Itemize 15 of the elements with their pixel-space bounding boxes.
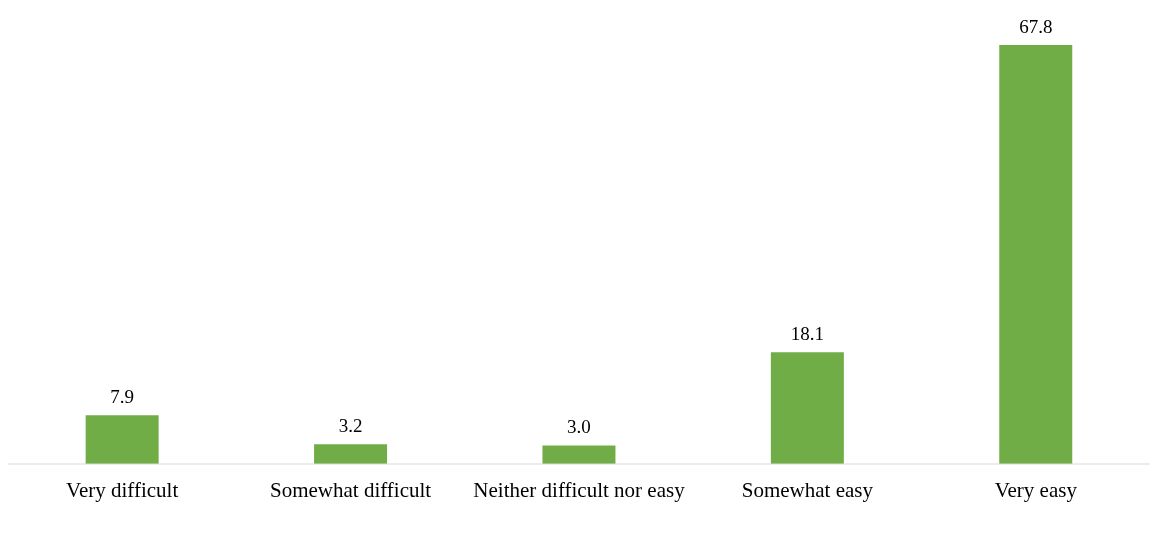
- bar: [542, 445, 616, 464]
- x-tick-label: Very difficult: [66, 477, 179, 502]
- data-label: 67.8: [1019, 16, 1053, 37]
- bar: [85, 415, 159, 464]
- x-tick-label: Very easy: [994, 477, 1078, 502]
- x-tick-label: Somewhat easy: [741, 477, 874, 502]
- data-label: 3.2: [338, 415, 363, 437]
- data-label: 7.9: [110, 386, 135, 408]
- bar: [314, 444, 388, 464]
- data-label: 3.0: [567, 416, 591, 438]
- x-tick-label: Somewhat difficult: [270, 477, 432, 502]
- x-tick-label: Neither difficult nor easy: [473, 477, 686, 502]
- bar: [999, 45, 1073, 464]
- data-label: 18.1: [790, 323, 824, 345]
- bar: [770, 352, 844, 464]
